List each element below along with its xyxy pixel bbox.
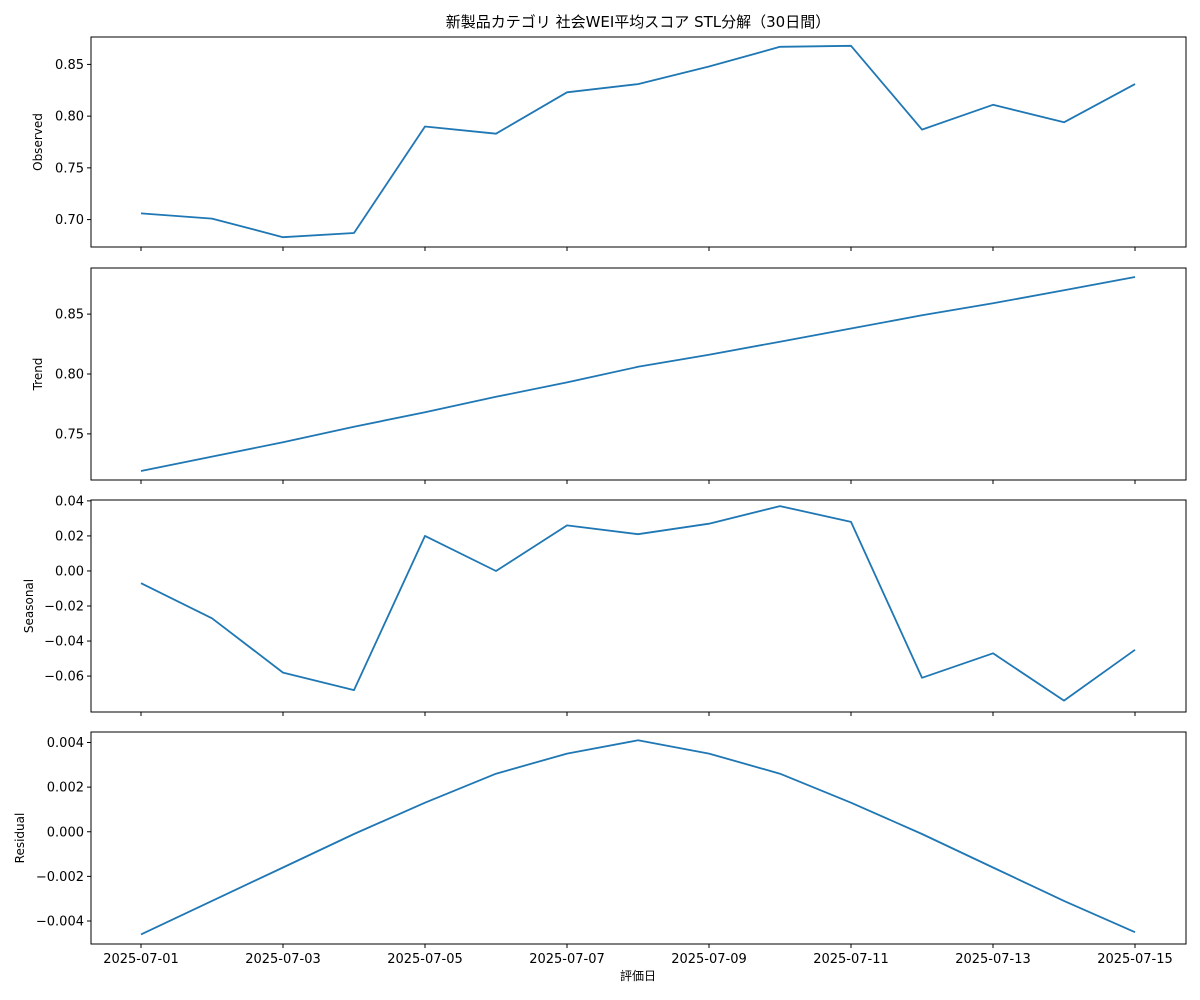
panel-frame-seasonal <box>90 499 1187 713</box>
panel-residual: −0.004 −0.002 0.000 0.002 0.004 2025-07-01 202… <box>13 731 1187 967</box>
y-tick-label-trend: 0.85 <box>55 308 84 323</box>
x-axis-label: 評価日 <box>620 968 656 983</box>
y-tick-label-seasonal: −0.04 <box>44 635 84 650</box>
y-axis-label-residual: Residual <box>13 813 27 864</box>
y-tick-label-trend: 0.75 <box>55 427 84 442</box>
y-tick-label-residual: −0.004 <box>36 915 84 930</box>
x-tick-label: 2025-07-09 <box>671 952 747 967</box>
panel-frame-observed <box>90 36 1187 248</box>
x-tick-label: 2025-07-15 <box>1097 952 1173 967</box>
y-tick-label-seasonal: 0.04 <box>55 494 84 509</box>
y-tick-label-seasonal: −0.06 <box>44 670 84 685</box>
y-tick-label-seasonal: −0.02 <box>44 600 84 615</box>
y-tick-label-seasonal: 0.02 <box>55 529 84 544</box>
x-tick-label: 2025-07-01 <box>103 952 179 967</box>
y-axis-label-seasonal: Seasonal <box>22 579 36 633</box>
y-tick-label-observed: 0.85 <box>55 58 84 73</box>
y-tick-label-residual: 0.000 <box>47 825 84 840</box>
x-tick-label: 2025-07-13 <box>955 952 1031 967</box>
y-tick-label-residual: 0.004 <box>47 736 84 751</box>
x-tick-label: 2025-07-03 <box>245 952 321 967</box>
x-tick-label: 2025-07-07 <box>529 952 605 967</box>
series-line-trend <box>140 276 1136 472</box>
x-tick-label: 2025-07-11 <box>813 952 889 967</box>
series-line-observed <box>140 44 1136 239</box>
y-tick-label-residual: 0.002 <box>47 781 84 796</box>
y-axis-label-observed: Observed <box>31 113 45 171</box>
y-tick-label-trend: 0.80 <box>55 368 84 383</box>
panel-frame-residual <box>90 731 1187 945</box>
chart-title: 新製品カテゴリ 社会WEI平均スコア STL分解（30日間） <box>446 13 830 31</box>
y-tick-label-observed: 0.80 <box>55 110 84 125</box>
y-tick-label-residual: −0.002 <box>36 870 84 885</box>
series-line-seasonal <box>140 505 1136 702</box>
y-tick-label-seasonal: 0.00 <box>55 564 84 579</box>
y-tick-label-observed: 0.70 <box>55 213 84 228</box>
panel-observed: 0.70 0.75 0.80 0.85 Observed <box>31 36 1187 251</box>
panel-seasonal: −0.06 −0.04 −0.02 0.00 0.02 0.04 Seasonal <box>22 494 1187 716</box>
y-axis-label-trend: Trend <box>31 358 45 392</box>
series-line-residual <box>140 739 1136 936</box>
y-tick-label-observed: 0.75 <box>55 161 84 176</box>
panel-trend: 0.75 0.80 0.85 Trend <box>31 267 1187 484</box>
x-tick-label: 2025-07-05 <box>387 952 463 967</box>
